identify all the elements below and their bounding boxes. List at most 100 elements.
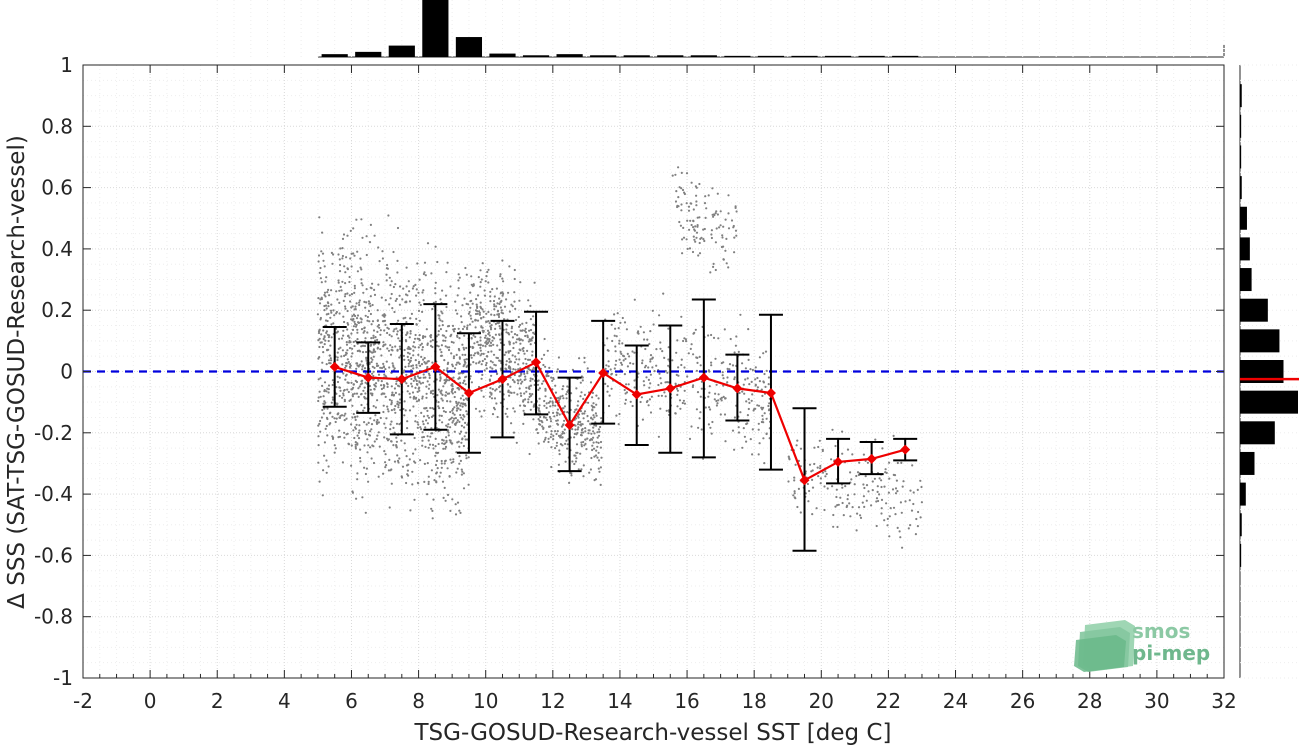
scatter-point [391, 349, 394, 352]
scatter-point [660, 394, 664, 397]
x-axis-title: TSG-GOSUD-Research-vessel SST [deg C] [414, 720, 892, 746]
scatter-point [584, 427, 587, 430]
scatter-point [794, 463, 797, 466]
scatter-point [458, 432, 461, 435]
scatter-point [396, 259, 399, 262]
scatter-point [446, 362, 449, 366]
scatter-point [404, 316, 407, 319]
scatter-point [425, 385, 428, 388]
scatter-point [501, 294, 504, 297]
scatter-point [338, 386, 341, 389]
scatter-point [353, 287, 356, 290]
scatter-point [811, 486, 815, 489]
scatter-point [347, 323, 350, 326]
scatter-point [578, 357, 581, 360]
scatter-point [719, 397, 722, 400]
scatter-point [350, 252, 353, 255]
scatter-point [698, 216, 701, 219]
scatter-point [715, 210, 718, 213]
scatter-point [445, 378, 448, 381]
scatter-point [394, 404, 397, 408]
scatter-point [556, 408, 560, 411]
scatter-point [499, 327, 502, 330]
scatter-point [621, 342, 624, 345]
scatter-point [531, 393, 534, 396]
scatter-point [579, 381, 582, 384]
scatter-point [476, 319, 480, 322]
scatter-point [494, 389, 497, 392]
scatter-point [341, 237, 345, 240]
scatter-point [378, 326, 381, 329]
scatter-point [719, 210, 722, 213]
scatter-point [441, 438, 444, 441]
scatter-point [339, 414, 342, 417]
scatter-point [457, 440, 460, 443]
scatter-point [574, 424, 577, 427]
scatter-point [579, 420, 582, 423]
scatter-point [693, 228, 696, 231]
scatter-point [424, 376, 427, 379]
scatter-point [513, 410, 516, 413]
scatter-point [674, 412, 677, 415]
scatter-point [365, 359, 368, 362]
scatter-point [385, 273, 388, 276]
scatter-point [363, 386, 366, 389]
scatter-point [554, 384, 557, 387]
scatter-point [516, 393, 519, 396]
scatter-point [344, 364, 347, 367]
scatter-point [666, 381, 669, 384]
scatter-point [533, 281, 536, 284]
scatter-point [536, 383, 540, 386]
scatter-point [719, 413, 722, 416]
scatter-point [695, 186, 698, 189]
scatter-point [359, 460, 362, 463]
scatter-point [367, 421, 370, 424]
scatter-point [382, 341, 385, 344]
x-tick-label: 0 [144, 689, 157, 713]
scatter-point [513, 380, 516, 383]
scatter-point [353, 291, 356, 294]
scatter-point [373, 288, 376, 291]
scatter-point [382, 362, 385, 365]
scatter-point [452, 341, 455, 344]
scatter-point [420, 342, 423, 345]
scatter-point [750, 399, 753, 402]
scatter-point [484, 280, 487, 283]
scatter-point [733, 351, 736, 354]
scatter-point [599, 425, 602, 429]
scatter-point [513, 291, 516, 294]
scatter-point [485, 361, 488, 365]
scatter-point [354, 308, 357, 311]
scatter-point [421, 381, 425, 384]
scatter-point [600, 417, 603, 420]
mean-point [698, 372, 709, 383]
scatter-point [714, 268, 717, 272]
scatter-point [332, 253, 335, 256]
scatter-point [698, 252, 702, 255]
scatter-point [407, 362, 410, 365]
scatter-point [503, 305, 507, 308]
right-histogram-bar [1240, 329, 1280, 353]
scatter-point [497, 312, 501, 316]
scatter-point [444, 394, 447, 397]
scatter-point [403, 358, 406, 361]
scatter-point [378, 445, 381, 448]
scatter-point [547, 440, 550, 444]
scatter-point [557, 434, 561, 437]
scatter-point [415, 288, 418, 291]
scatter-point [325, 390, 328, 393]
scatter-point [358, 364, 361, 367]
scatter-point [522, 400, 525, 403]
scatter-point [583, 410, 587, 413]
scatter-point [916, 488, 919, 491]
scatter-point [384, 466, 387, 469]
scatter-point [549, 436, 552, 439]
scatter-point [495, 305, 498, 308]
scatter-point [508, 310, 511, 313]
scatter-point [646, 338, 649, 341]
scatter-point [320, 281, 323, 284]
scatter-point [674, 382, 677, 385]
scatter-point [361, 284, 364, 287]
scatter-point [352, 386, 355, 389]
scatter-point [431, 443, 435, 446]
